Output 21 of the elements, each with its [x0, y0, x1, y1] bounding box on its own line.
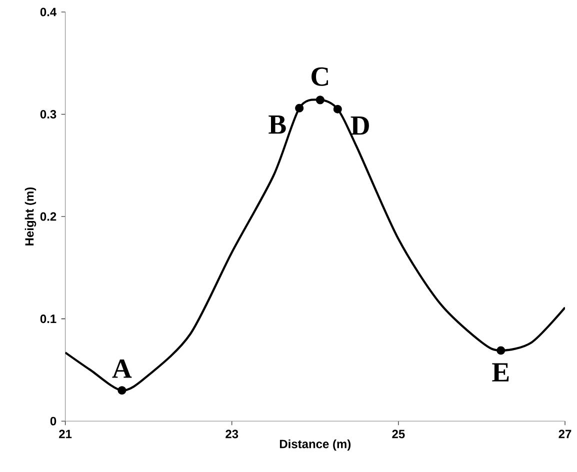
point	[333, 105, 342, 114]
y-tick-label: 0.4	[40, 8, 57, 16]
y-tick-label: 0	[50, 416, 56, 426]
y-tick-label: 0.3	[40, 110, 56, 119]
annotation: E	[492, 363, 509, 382]
point	[496, 346, 506, 355]
x-tick-label: 23	[226, 430, 238, 438]
point	[118, 386, 126, 395]
annotation: D	[350, 116, 369, 135]
x-tick-label: 25	[392, 430, 405, 438]
y-tick-label: 0.1	[40, 314, 56, 324]
x-tick-label: 21	[59, 430, 72, 438]
y-tick-label: 0.2	[40, 212, 56, 221]
x-tick-label: 27	[558, 430, 572, 438]
x-axis-title: Distance (m)	[280, 440, 351, 451]
y-axis-title: Height (m)	[24, 188, 36, 246]
point	[295, 104, 304, 113]
annotation: C	[312, 68, 328, 86]
annotation: A	[112, 360, 132, 378]
point	[316, 96, 324, 104]
annotation: B	[268, 116, 286, 134]
